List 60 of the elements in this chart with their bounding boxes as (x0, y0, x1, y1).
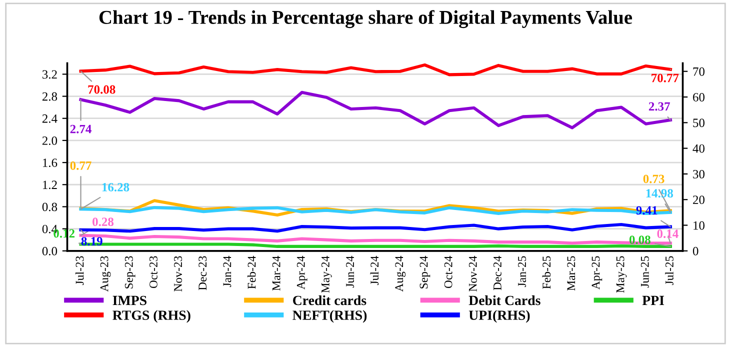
data-label: 70.08 (88, 85, 116, 94)
y2-tick-label: 40 (692, 144, 704, 153)
x-tick-label: Aug-24 (395, 256, 406, 292)
y-tick-label: 2.8 (42, 92, 58, 101)
y2-tick-label: 70 (693, 67, 704, 76)
x-tick-label: Apr-24 (296, 256, 308, 290)
legend-label: IMPS (112, 296, 146, 306)
y2-tick-label: 30 (693, 170, 704, 178)
x-tick-label: Apr-25 (592, 256, 602, 290)
y-tick-label: 1.2 (43, 180, 57, 190)
x-tick-label: Jul-23 (75, 256, 84, 286)
x-tick-label: Mar-25 (567, 256, 576, 291)
y-tick-label: 0.0 (42, 246, 58, 256)
x-tick-label: Sep-23 (124, 256, 136, 288)
y-tick-label: 2.4 (42, 114, 58, 123)
y2-tick-label: 10 (694, 221, 704, 230)
data-label: 14.98 (646, 189, 674, 198)
x-tick-label: Oct-23 (150, 256, 158, 288)
data-label: 2.74 (70, 124, 92, 134)
x-tick-label: Jul-24 (370, 256, 379, 286)
x-tick-label: Aug-23 (100, 256, 111, 292)
x-tick-label: Feb-24 (247, 256, 256, 289)
x-tick-label: Nov-23 (174, 256, 182, 292)
chart-title: Chart 19 - Trends in Percentage share of Digital Payments Value (99, 10, 632, 28)
y-tick-label: 2.0 (42, 136, 58, 145)
x-tick-label: May-24 (321, 256, 332, 293)
x-tick-label: Dec-24 (493, 256, 502, 290)
data-label: 16.28 (102, 182, 130, 192)
y2-tick-label: 60 (693, 93, 704, 102)
x-tick-label: May-25 (616, 256, 627, 293)
legend-label: Credit cards (293, 295, 366, 306)
x-tick-label: Oct-24 (444, 256, 452, 288)
x-tick-label: Jul-25 (665, 256, 674, 286)
y-tick-label: 3.2 (42, 70, 57, 79)
x-tick-label: Jan-24 (223, 256, 232, 287)
y2-tick-label: 50 (693, 118, 704, 128)
data-label: 0.14 (657, 230, 678, 238)
legend-label: Debit Cards (468, 295, 540, 306)
x-tick-label: Dec-23 (198, 256, 207, 290)
data-label: 70.77 (652, 74, 679, 82)
x-tick-label: Jun-24 (346, 256, 354, 288)
legend-label: NEFT(RHS) (292, 310, 367, 323)
legend-label: UPI(RHS) (468, 310, 530, 323)
x-tick-label: Jan-25 (518, 256, 526, 287)
legend-label: PPI (642, 296, 664, 306)
y-tick-label: 1.6 (43, 158, 58, 168)
x-tick-label: Sep-24 (420, 256, 430, 288)
x-tick-label: Nov-24 (468, 256, 477, 292)
y2-tick-label: 0 (692, 246, 698, 256)
data-label: 0.28 (92, 218, 114, 226)
x-tick-label: Feb-25 (542, 256, 551, 289)
y-tick-label: 0.8 (42, 202, 58, 212)
x-tick-label: Mar-24 (272, 256, 280, 291)
legend-label: RTGS (RHS) (112, 310, 190, 323)
x-tick-label: Jun-25 (640, 256, 649, 288)
y2-tick-label: 20 (693, 196, 704, 204)
data-label: 0.73 (643, 174, 664, 184)
data-label: 0.77 (70, 161, 92, 170)
data-label: 2.37 (648, 102, 670, 111)
data-label: 9.41 (636, 206, 658, 215)
